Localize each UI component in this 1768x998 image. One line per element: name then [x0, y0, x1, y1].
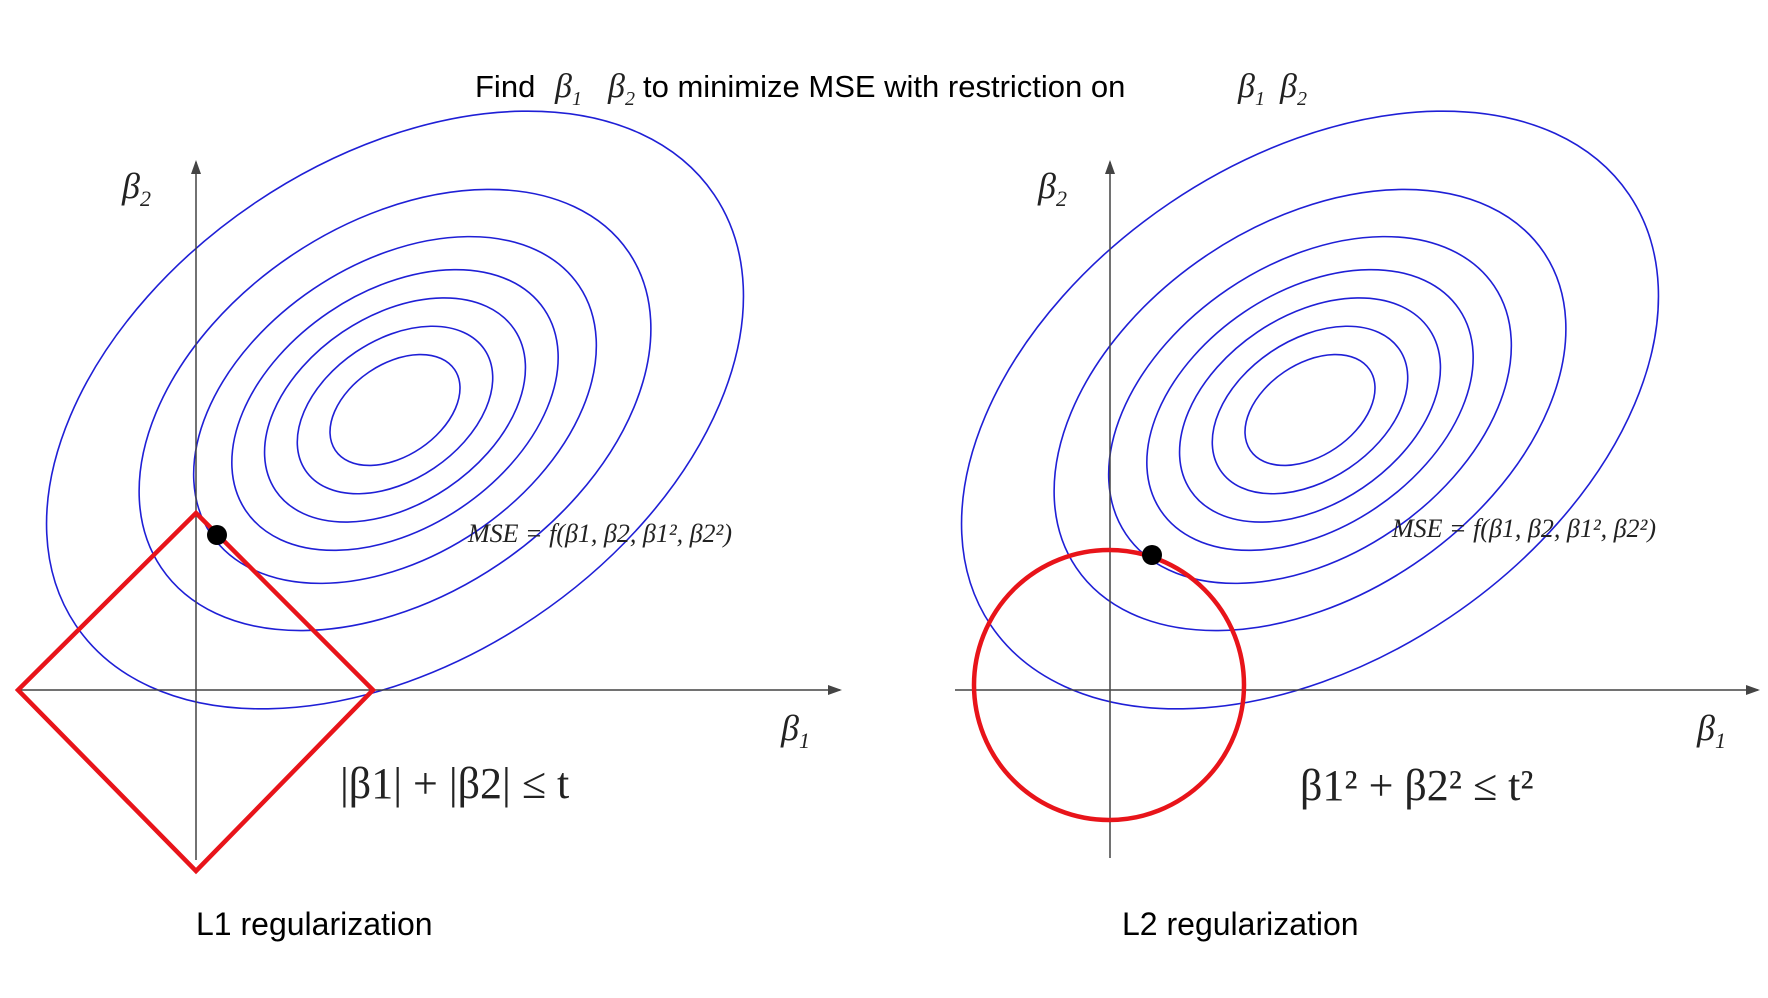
contour-ellipse-l2-6 [1053, 188, 1567, 632]
contour-ellipse-l2-7 [960, 110, 1660, 710]
contour-ellipse-l1-6 [138, 188, 652, 632]
contour-ellipse-l1-5 [192, 235, 598, 585]
contour-ellipse-l1-7 [45, 110, 745, 710]
panel-l2: β2 β1 MSE = f(β1, β2, β1², β2²) β1² + β2… [955, 110, 1760, 942]
x-axis-label-l2: β1 [1696, 708, 1726, 753]
title-prefix: Find [475, 69, 535, 104]
panel-l1: β2 β1 MSE = f(β1, β2, β1², β2²) |β1| + |… [14, 110, 842, 942]
l2-constraint-equation: β1² + β2² ≤ t² [1300, 761, 1534, 810]
diagram-title: Find β1 β2 to minimize MSE with restrict… [475, 68, 1307, 110]
mse-label-l2: MSE = f(β1, β2, β1², β2²) [1391, 514, 1656, 543]
y-axis-label-l2: β2 [1037, 166, 1067, 211]
contour-ellipse-l1-1 [329, 353, 461, 467]
title-middle: to minimize MSE with restriction on [643, 69, 1125, 104]
x-axis-label-l1: β1 [780, 708, 810, 753]
contour-ellipse-l1-2 [296, 325, 494, 495]
y-axis-label-l1: β2 [121, 166, 151, 211]
contour-ellipse-l2-5 [1107, 235, 1513, 585]
title-beta2: β2 [607, 68, 635, 110]
l2-constraint-circle [971, 547, 1247, 823]
title-beta1: β1 [554, 68, 582, 110]
l1-solution-point [207, 525, 227, 545]
contour-ellipse-l2-1 [1244, 353, 1376, 467]
title-beta2-restrict: β2 [1279, 68, 1307, 110]
contour-ellipse-l2-4 [1146, 268, 1474, 552]
contour-ellipse-l1-4 [231, 268, 559, 552]
title-beta1-restrict: β1 [1237, 68, 1265, 110]
l2-solution-point [1142, 545, 1162, 565]
l2-caption: L2 regularization [1122, 906, 1359, 942]
mse-contours-l2 [960, 110, 1660, 710]
contour-ellipse-l2-3 [1178, 297, 1442, 523]
mse-contours-l1 [45, 110, 745, 710]
mse-label-l1: MSE = f(β1, β2, β1², β2²) [467, 519, 732, 548]
contour-ellipse-l1-3 [263, 297, 527, 523]
l1-constraint-equation: |β1| + |β2| ≤ t [340, 759, 569, 808]
l1-constraint-diamond [14, 509, 377, 875]
contour-ellipse-l2-2 [1211, 325, 1409, 495]
l1-caption: L1 regularization [196, 906, 433, 942]
